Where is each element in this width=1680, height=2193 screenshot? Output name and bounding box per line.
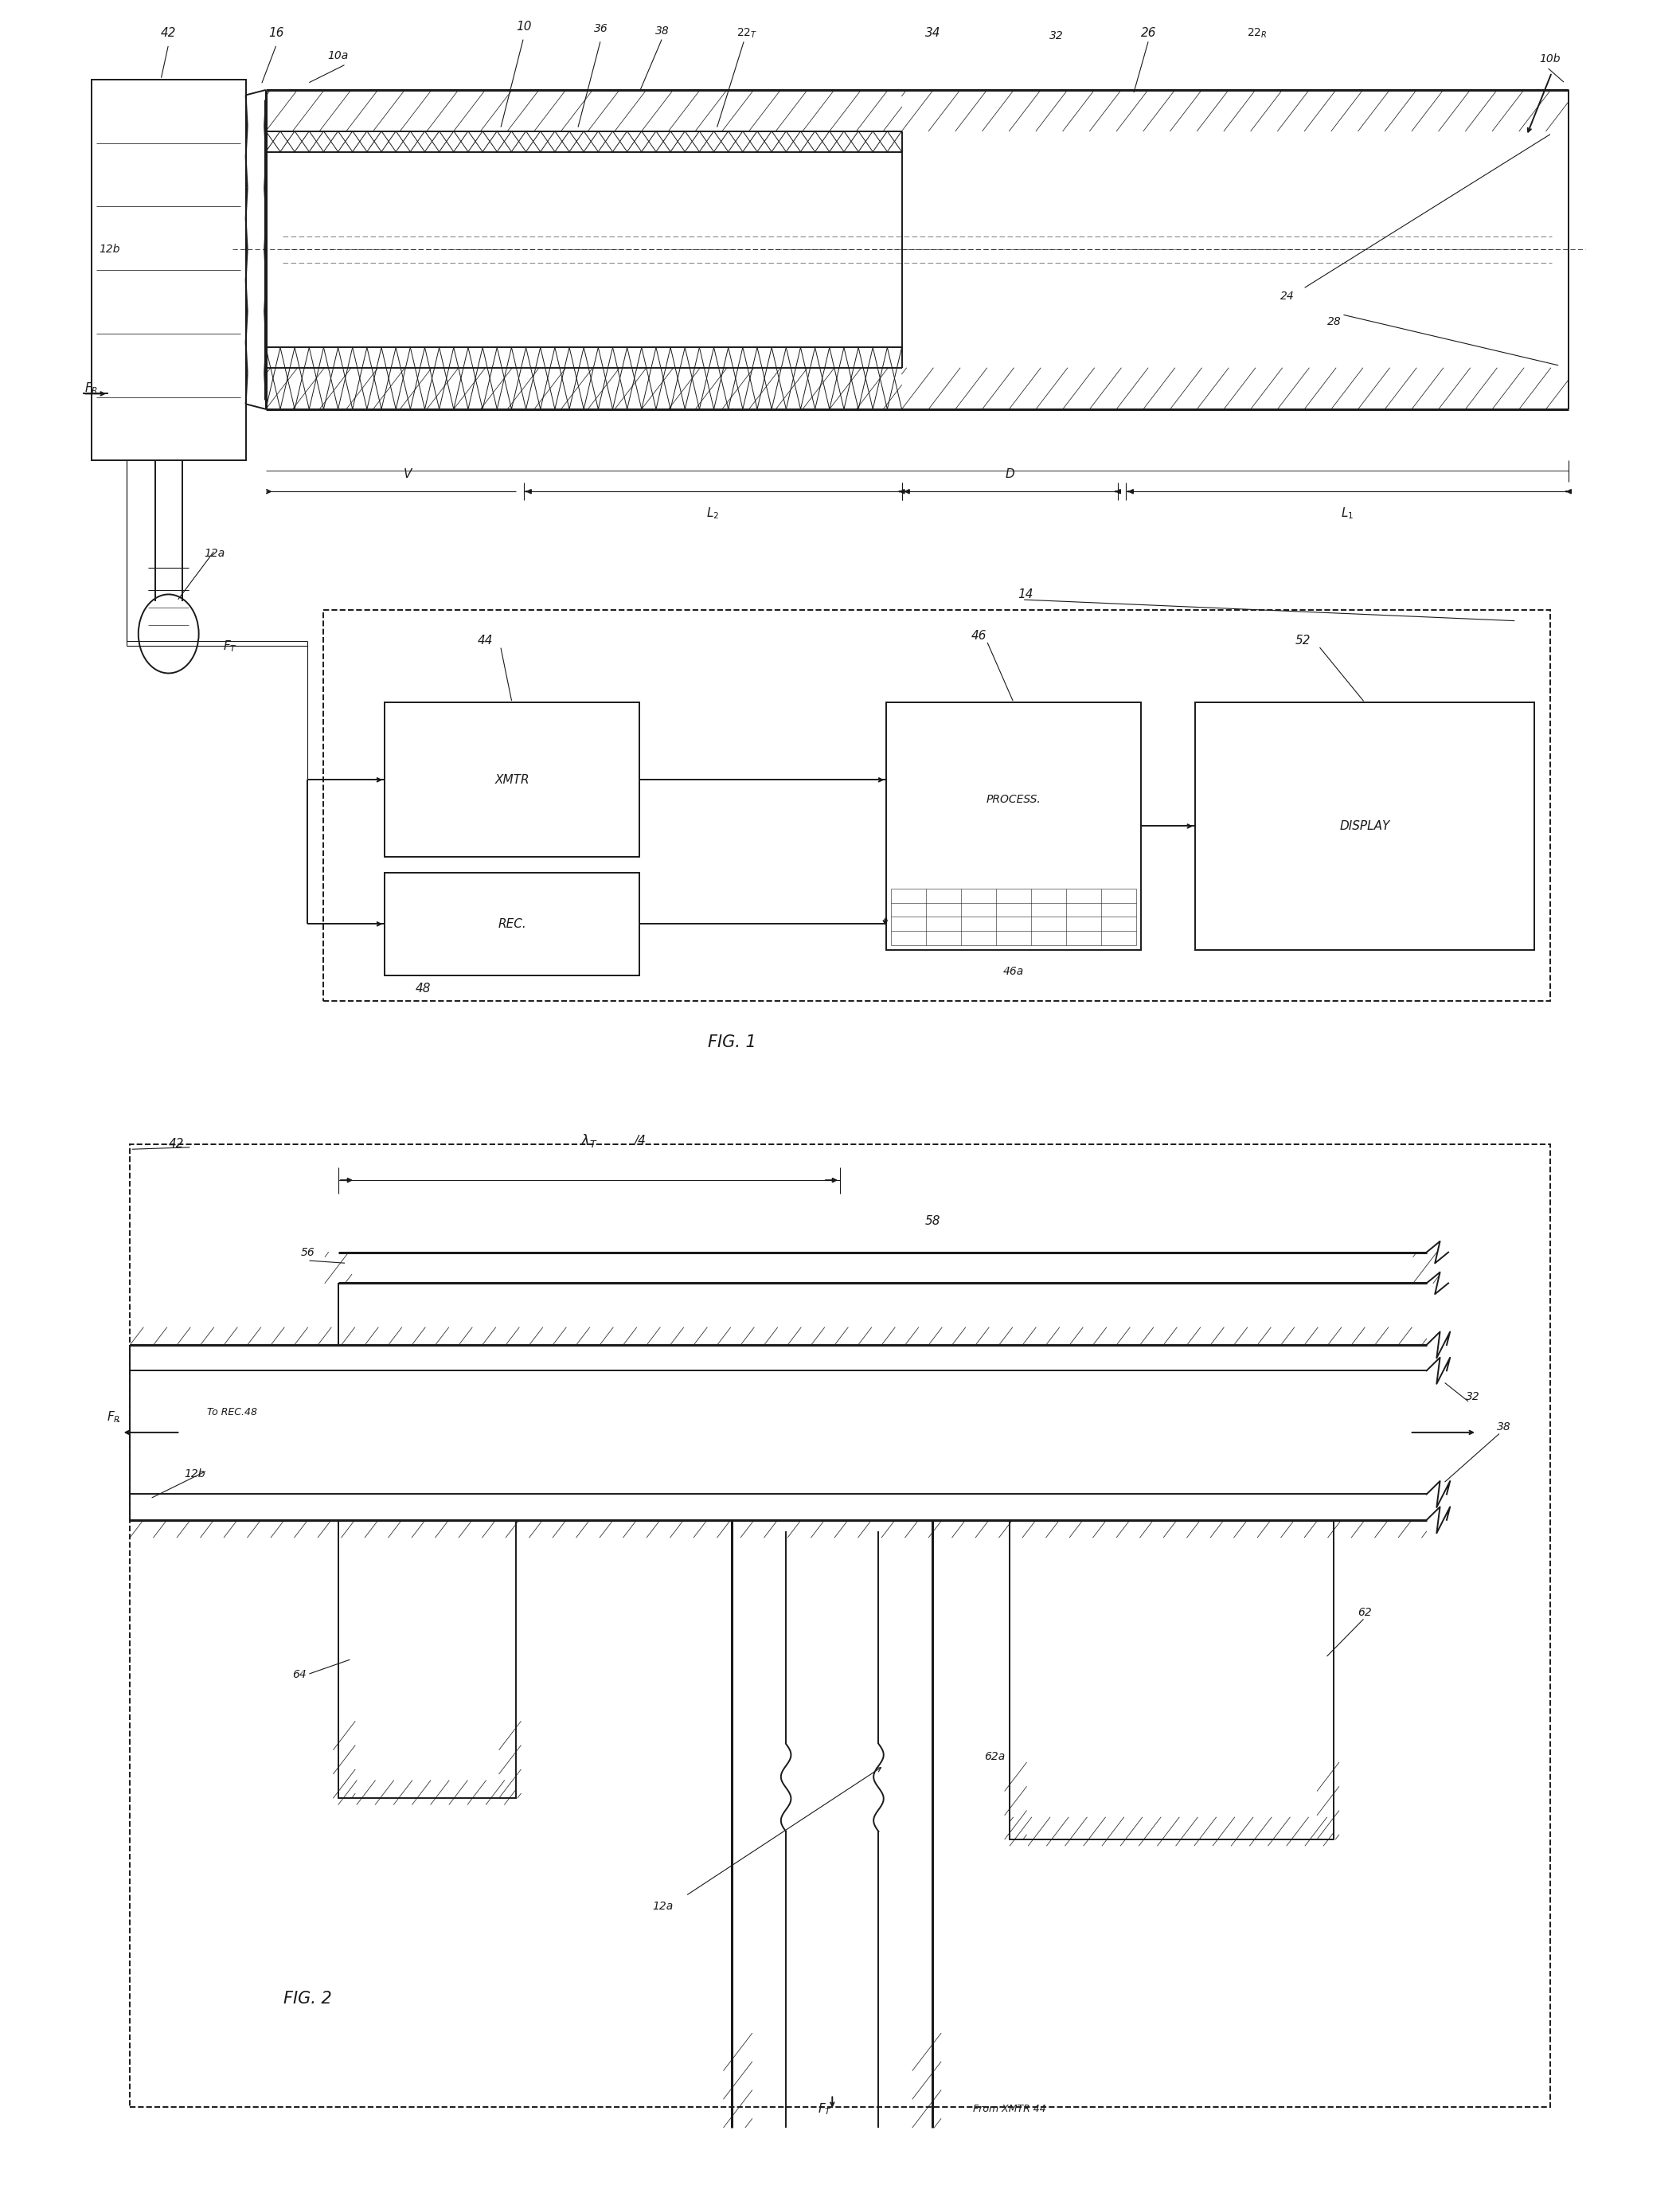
Text: $\lambda_T$: $\lambda_T$: [580, 1132, 598, 1149]
Text: 12a: 12a: [205, 548, 225, 559]
Text: REC.: REC.: [497, 919, 526, 930]
Text: 52: 52: [1295, 634, 1310, 647]
Text: 62a: 62a: [984, 1752, 1005, 1763]
Text: $F_R$: $F_R$: [108, 1410, 121, 1425]
Text: V: V: [403, 467, 412, 480]
Bar: [338, 1520, 516, 1798]
Text: FIG. 2: FIG. 2: [284, 1991, 331, 2007]
Text: $L_1$: $L_1$: [1341, 507, 1354, 522]
Text: 26: 26: [1141, 26, 1156, 39]
Text: FIG. 1: FIG. 1: [707, 1035, 756, 1050]
Text: 38: 38: [655, 26, 670, 37]
Text: $F_T$: $F_T$: [223, 638, 237, 654]
Bar: [385, 873, 640, 976]
Bar: [1010, 1520, 1334, 1840]
Bar: [129, 1145, 1551, 2107]
Text: 62: 62: [1357, 1607, 1373, 1618]
Bar: [91, 79, 245, 461]
Text: 14: 14: [1018, 588, 1033, 601]
Text: 36: 36: [593, 24, 608, 35]
Bar: [385, 702, 640, 857]
Text: $L_2$: $L_2$: [706, 507, 719, 522]
Text: 24: 24: [1280, 289, 1295, 300]
Text: 46: 46: [971, 629, 986, 643]
Text: From XMTR 44: From XMTR 44: [973, 2103, 1047, 2114]
Text: 12a: 12a: [652, 1901, 674, 1912]
Text: 12b: 12b: [99, 243, 121, 254]
Bar: [1194, 702, 1534, 950]
Text: $22_R$: $22_R$: [1247, 26, 1267, 39]
Text: 28: 28: [1327, 316, 1341, 327]
Text: 38: 38: [1497, 1421, 1510, 1432]
Text: DISPLAY: DISPLAY: [1339, 820, 1389, 831]
Text: 48: 48: [415, 982, 432, 996]
Text: 12b: 12b: [185, 1467, 205, 1480]
Text: 34: 34: [926, 26, 941, 39]
Text: 58: 58: [926, 1215, 941, 1228]
Text: D: D: [1005, 467, 1015, 480]
Bar: [887, 702, 1141, 950]
Text: 42: 42: [168, 1138, 185, 1149]
Text: 10b: 10b: [1539, 53, 1561, 64]
Text: 32: 32: [1048, 31, 1063, 42]
Text: 42: 42: [161, 26, 176, 39]
Text: 56: 56: [301, 1246, 314, 1259]
Bar: [323, 610, 1551, 1002]
Text: 16: 16: [269, 26, 284, 39]
Text: $22_T$: $22_T$: [738, 26, 758, 39]
Text: $F_R$: $F_R$: [84, 382, 97, 397]
Text: XMTR: XMTR: [494, 774, 529, 785]
Text: 64: 64: [292, 1669, 307, 1680]
Text: 10: 10: [516, 20, 531, 33]
Text: PROCESS.: PROCESS.: [986, 794, 1042, 805]
Text: 46a: 46a: [1003, 967, 1025, 978]
Text: 44: 44: [477, 634, 492, 647]
Text: /4: /4: [633, 1134, 645, 1147]
Text: 32: 32: [1465, 1390, 1480, 1401]
Text: $F_T$: $F_T$: [818, 2101, 832, 2116]
Text: 10a: 10a: [328, 50, 349, 61]
Text: To REC.48: To REC.48: [207, 1406, 257, 1417]
